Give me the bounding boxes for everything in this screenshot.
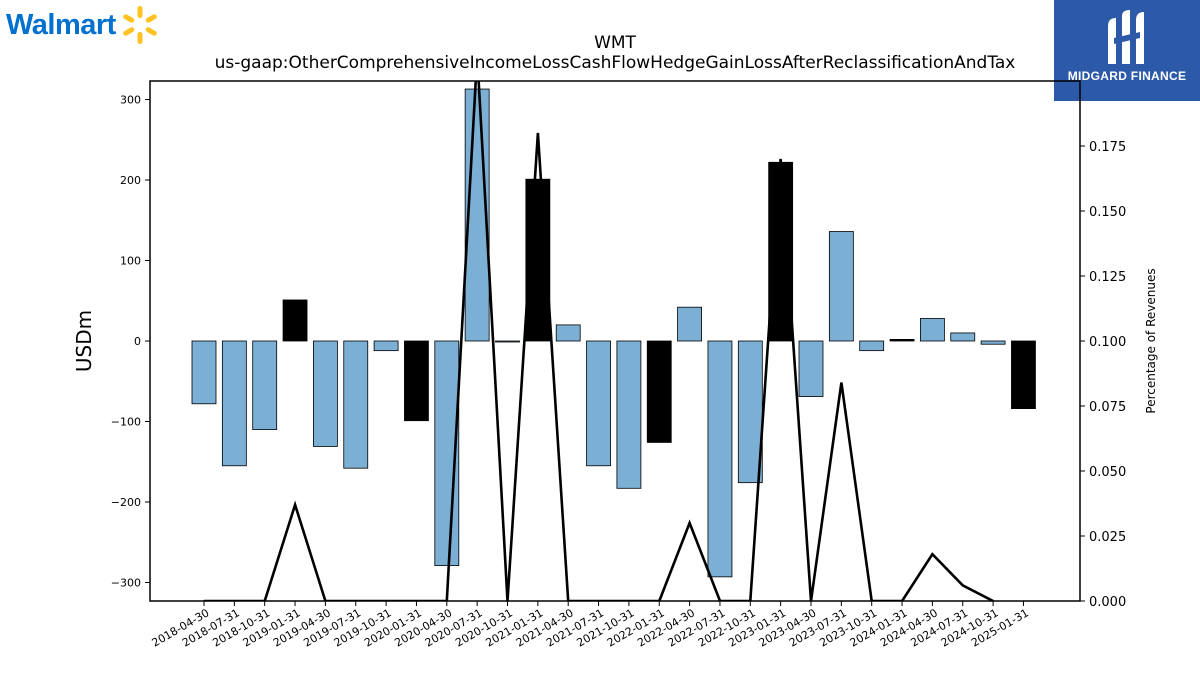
bar <box>920 318 945 342</box>
bar <box>737 340 763 484</box>
y2-axis-label: Percentage of Revenues <box>1144 268 1158 413</box>
bar <box>312 340 338 447</box>
bar <box>677 306 702 342</box>
bar <box>282 299 308 342</box>
line-layer <box>204 81 994 601</box>
y-axis-label: USDm <box>72 310 96 372</box>
y2-tick-label: 0.000 <box>1089 595 1126 610</box>
bar <box>495 340 520 343</box>
walmart-logo: Walmart <box>6 4 160 46</box>
bar <box>859 340 885 352</box>
bar <box>828 231 854 342</box>
walmart-spark-icon <box>123 6 157 44</box>
bar <box>889 338 915 342</box>
y-tick-label: 200 <box>120 174 141 187</box>
y-tick-label: −300 <box>111 576 141 589</box>
y2-tick-label: 0.050 <box>1089 465 1126 480</box>
y2-tick-label: 0.125 <box>1089 270 1126 285</box>
midgard-wordmark: MIDGARD FINANCE <box>1067 69 1187 83</box>
y2-tick-label: 0.075 <box>1089 400 1126 415</box>
y-tick-label: 300 <box>120 94 141 107</box>
bar <box>707 340 733 578</box>
y-tick-label: −200 <box>111 496 141 509</box>
bar <box>646 340 672 443</box>
bar <box>1011 340 1036 410</box>
revenue-pct-line <box>204 81 994 601</box>
bar <box>555 324 581 342</box>
bar <box>616 340 642 489</box>
y-tick-label: 0 <box>134 335 141 348</box>
chart-subtitle: us-gaap:OtherComprehensiveIncomeLossCash… <box>215 53 1016 73</box>
midgard-finance-logo: MIDGARD FINANCE <box>1054 0 1200 101</box>
y2-tick-label: 0.025 <box>1089 530 1126 545</box>
bar <box>950 332 976 342</box>
bar <box>373 340 399 352</box>
walmart-wordmark: Walmart <box>6 8 116 41</box>
y-tick-label: −100 <box>111 415 141 428</box>
y2-tick-label: 0.100 <box>1089 335 1126 350</box>
bars-layer <box>191 88 1036 578</box>
chart-title: WMT <box>594 33 636 53</box>
bar <box>768 161 794 342</box>
y2-tick-label: 0.175 <box>1089 140 1126 155</box>
bar <box>191 340 217 405</box>
bar <box>980 340 1006 345</box>
bar <box>343 340 369 469</box>
bar <box>404 340 429 422</box>
plot-frame <box>149 80 1081 602</box>
y2-tick-label: 0.150 <box>1089 205 1126 220</box>
bar <box>586 340 611 467</box>
bar <box>798 340 824 397</box>
midgard-monogram-icon <box>1108 10 1144 64</box>
y-tick-label: 100 <box>120 255 141 268</box>
bar <box>221 340 247 467</box>
bar <box>252 340 278 430</box>
